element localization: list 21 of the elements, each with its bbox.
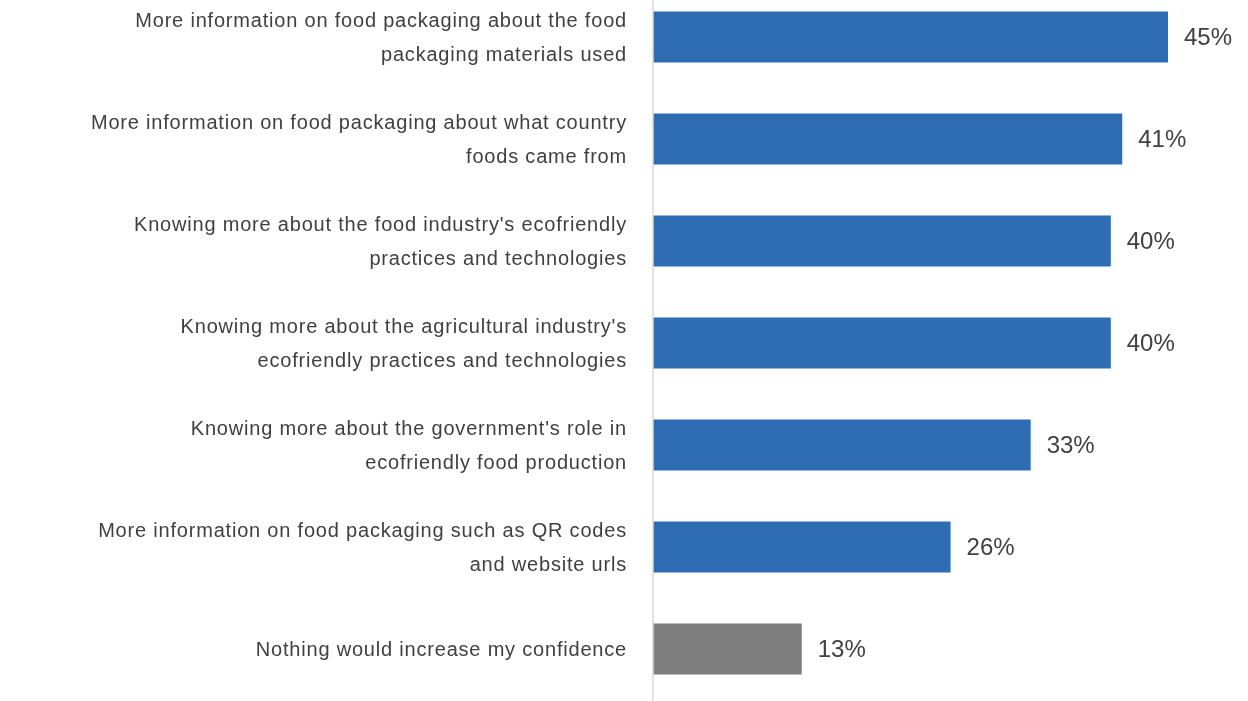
y-tick-label: Knowing more about the government's role in ecofriendly food production	[190, 417, 627, 473]
data-label: 40%	[1126, 227, 1175, 255]
y-tick-label: Knowing more about the food industry's ecofriendly practices and technologies	[134, 213, 627, 269]
bar	[653, 113, 1123, 165]
data-label: 33%	[1046, 431, 1095, 459]
y-tick-label: More information on food packaging such as QR codes and website urls	[98, 519, 627, 575]
bar	[653, 11, 1168, 63]
data-label: 41%	[1138, 125, 1187, 153]
data-label: 40%	[1126, 329, 1175, 357]
y-tick-label: Nothing would increase my confidence	[255, 638, 627, 660]
bar	[653, 623, 802, 675]
data-label: 13%	[817, 635, 866, 663]
bar	[653, 419, 1031, 471]
data-label: 26%	[966, 533, 1015, 561]
bar	[653, 317, 1111, 369]
y-tick-label: More information on food packaging about what country foods came from	[90, 111, 627, 167]
bar	[653, 215, 1111, 267]
bar	[653, 521, 951, 573]
y-tick-label: Knowing more about the agricultural industry's ecofriendly practices and technologies	[180, 315, 627, 371]
data-label: 45%	[1184, 23, 1233, 51]
y-tick-label: More information on food packaging about the food packaging materials used	[135, 9, 627, 65]
